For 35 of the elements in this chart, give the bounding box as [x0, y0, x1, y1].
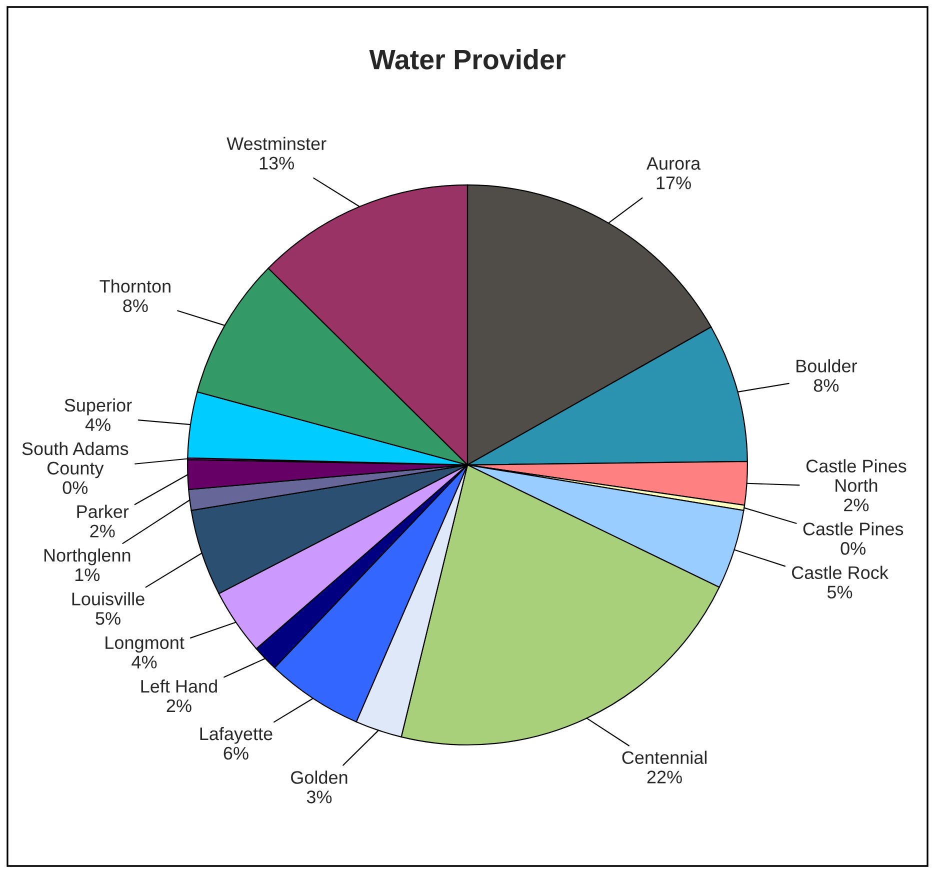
data-label: 22%: [647, 770, 682, 784]
data-label: 4%: [85, 418, 110, 432]
slice-label: Westminster: [226, 136, 326, 150]
slice-label: Lafayette: [200, 726, 272, 744]
data-label: 3%: [306, 790, 332, 804]
slice-label: South Adams County: [22, 442, 128, 478]
data-label: 5%: [827, 586, 852, 598]
data-label: 2%: [90, 524, 115, 538]
data-label: 0%: [840, 542, 866, 555]
data-label: 2%: [844, 498, 869, 512]
data-label: 17%: [656, 176, 691, 190]
slice-label: Castle Pines: [803, 522, 904, 536]
data-label: 4%: [132, 656, 157, 668]
data-label: 5%: [96, 612, 120, 625]
data-label: 1%: [75, 568, 100, 582]
slice-label: Northglenn: [44, 548, 130, 566]
slice-label: Castle Pines North: [806, 459, 906, 492]
chart-title: Water Provider: [369, 49, 566, 70]
slice-label: Centennial: [622, 750, 706, 764]
slice-label: Left Hand: [141, 679, 217, 693]
slice-label: Thornton: [100, 279, 170, 293]
data-label: 0%: [62, 481, 88, 494]
data-label: 2%: [166, 699, 192, 712]
slice-label: Aurora: [646, 157, 701, 170]
data-label: 6%: [224, 746, 248, 760]
slice-label: Superior: [64, 398, 132, 416]
slice-label: Parker: [77, 504, 129, 518]
data-label: 8%: [123, 299, 148, 312]
data-label: 8%: [814, 379, 839, 392]
slice-label: Boulder: [796, 359, 858, 372]
slice-label: Golden: [291, 770, 348, 784]
slice-label: Louisville: [72, 592, 144, 606]
data-label: 13%: [260, 156, 294, 170]
slice-label: Castle Rock: [792, 566, 888, 580]
slice-label: Longmont: [106, 636, 184, 653]
